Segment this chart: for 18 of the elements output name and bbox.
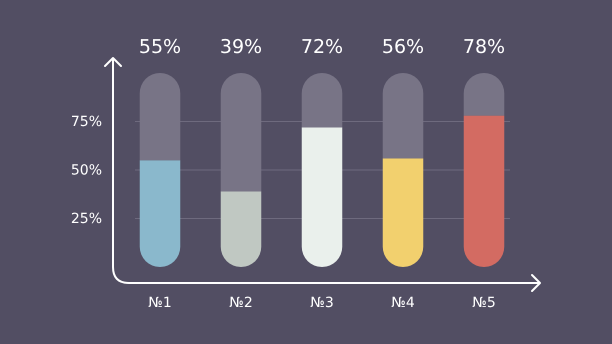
- text: 55%: [138, 36, 182, 58]
- y-tick-label: 50%: [70, 162, 102, 178]
- bar: [220, 191, 262, 267]
- x-tick-label: №5: [472, 294, 496, 311]
- text: 78%: [462, 36, 506, 58]
- x-tick-label: №3: [310, 294, 334, 311]
- text: 39%: [220, 36, 262, 58]
- x-tick-label: №4: [391, 294, 415, 311]
- bar: [382, 158, 424, 267]
- x-tick-label: №1: [148, 294, 172, 311]
- y-tick-label: 75%: [70, 114, 102, 130]
- text: 56%: [382, 36, 424, 58]
- text: 72%: [300, 36, 344, 58]
- bar: [140, 160, 180, 267]
- y-tick-label: 25%: [70, 210, 102, 227]
- bar: [464, 116, 504, 267]
- bar: [302, 127, 342, 267]
- x-tick-label: №2: [229, 294, 253, 311]
